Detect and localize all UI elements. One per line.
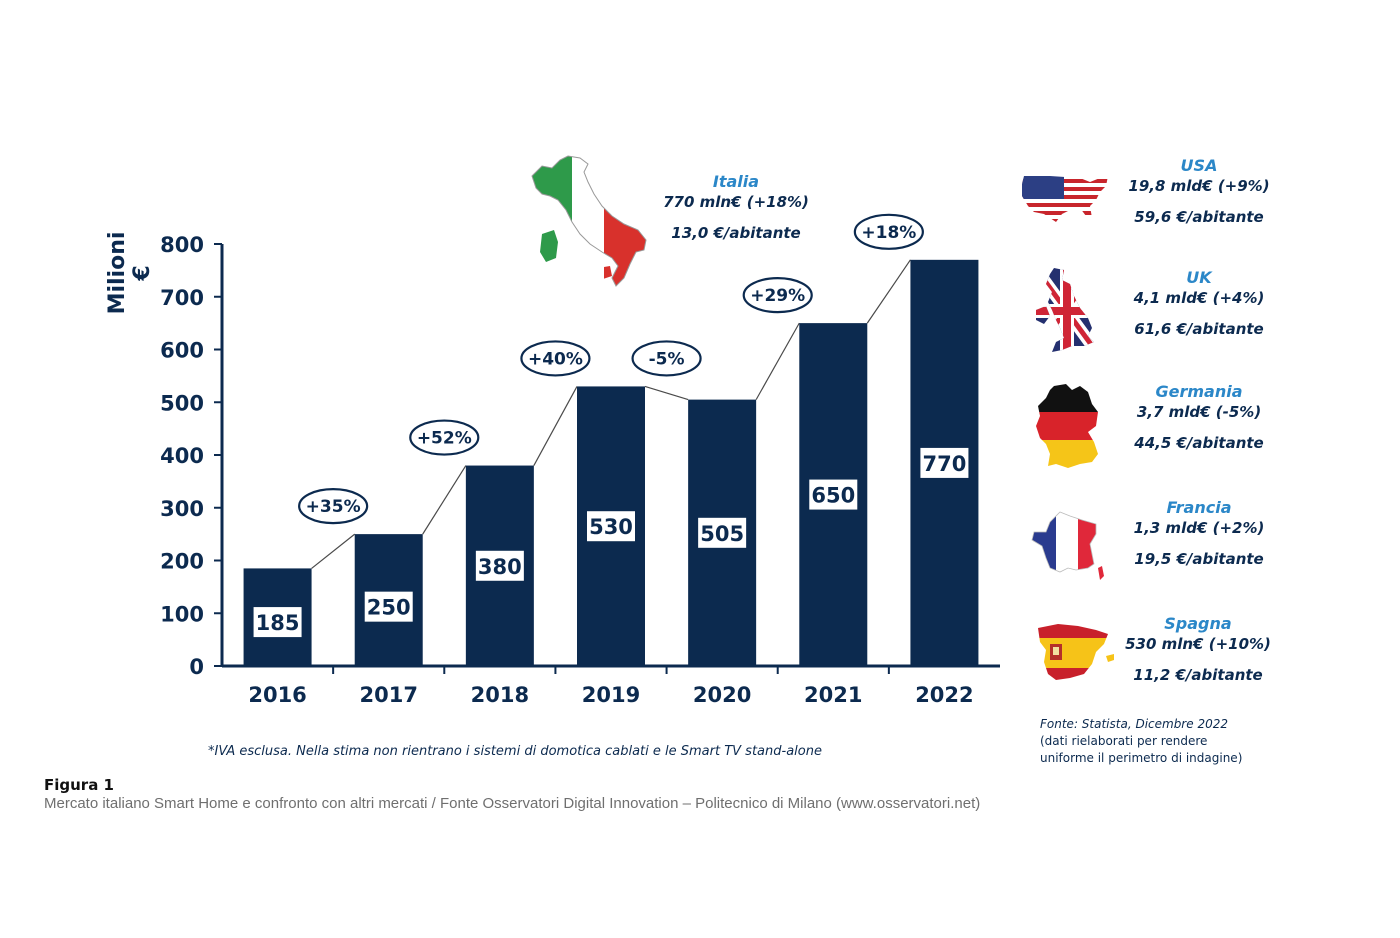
france-flag-map-icon [1031, 511, 1104, 580]
value-label-box [698, 517, 747, 548]
growth-badge [742, 277, 813, 314]
growth-label: +40% [528, 349, 583, 369]
value-label-box [364, 591, 413, 622]
country-info-usa: USA 19,8 mld€ (+9%) 59,6 €/abitante [1118, 156, 1280, 226]
italy-flag-map-icon [531, 155, 647, 287]
growth-connector [533, 386, 578, 466]
growth-connector [644, 385, 689, 401]
value-label: 380 [478, 555, 522, 579]
growth-connector [422, 465, 467, 535]
country-name: Spagna [1164, 614, 1232, 633]
growth-connector [755, 322, 800, 400]
spain-flag-map-icon [1038, 624, 1114, 680]
germany-flag-map-icon [1036, 384, 1098, 468]
value-label-box [809, 479, 858, 510]
x-tick-label: 2018 [471, 683, 529, 707]
x-axis: 2016 2017 2018 2019 2020 2021 2022 [222, 664, 1000, 707]
value-label: 505 [700, 522, 744, 546]
value-label: 770 [923, 452, 967, 476]
growth-connector [311, 533, 356, 569]
y-axis: 0 100 200 300 400 500 600 700 800 [160, 233, 224, 679]
y-tick-label: 600 [160, 339, 204, 363]
value-label-box [920, 447, 969, 478]
country-info-spagna: Spagna 530 mln€ (+10%) 11,2 €/abitante [1112, 614, 1284, 684]
y-tick-label: 200 [160, 550, 204, 574]
x-tick-label: 2016 [248, 683, 306, 707]
country-name: USA [1180, 156, 1218, 175]
source-line: Fonte: Statista, Dicembre 2022 [1040, 717, 1228, 731]
y-axis-title: Milioni € [105, 231, 155, 315]
growth-badge [409, 419, 480, 456]
country-market: 530 mln€ (+10%) [1125, 635, 1271, 653]
growth-connectors [311, 259, 911, 569]
growth-label: +29% [750, 286, 805, 306]
italy-info: Italia 770 mln€ (+18%) 13,0 €/abitante [650, 172, 822, 242]
country-info-uk: UK 4,1 mld€ (+4%) 61,6 €/abitante [1118, 268, 1280, 338]
y-tick-label: 0 [189, 655, 204, 679]
italy-name: Italia [712, 172, 760, 191]
y-tick-label: 300 [160, 497, 204, 521]
value-label-box [587, 511, 635, 542]
value-label: 530 [589, 515, 633, 539]
x-tick-label: 2021 [804, 683, 862, 707]
country-per-capita: 61,6 €/abitante [1134, 320, 1264, 338]
value-label: 250 [367, 596, 411, 620]
source-note: Fonte: Statista, Dicembre 2022 (dati rie… [1040, 716, 1320, 767]
figure-label: Figura 1 [44, 776, 114, 794]
x-tick-label: 2020 [693, 683, 751, 707]
uk-flag-map-icon [1036, 268, 1094, 352]
x-tick-label: 2022 [915, 683, 973, 707]
y-tick-label: 500 [160, 391, 204, 415]
country-info-francia: Francia 1,3 mld€ (+2%) 19,5 €/abitante [1118, 498, 1280, 568]
y-tick-label: 800 [160, 233, 204, 257]
figure-caption: Mercato italiano Smart Home e confronto … [44, 795, 981, 812]
country-per-capita: 11,2 €/abitante [1133, 666, 1263, 684]
country-name: Germania [1155, 382, 1243, 401]
y-tick-label: 400 [160, 444, 204, 468]
growth-label: -5% [649, 349, 685, 369]
usa-flag-map-icon [1022, 176, 1108, 222]
growth-connector [866, 259, 911, 324]
value-label-box [253, 607, 302, 638]
growth-badge [853, 213, 924, 250]
country-market: 1,3 mld€ (+2%) [1133, 519, 1265, 537]
country-market: 3,7 mld€ (-5%) [1136, 403, 1262, 421]
growth-label: +18% [861, 223, 916, 243]
growth-badge [298, 488, 369, 525]
footnote: *IVA esclusa. Nella stima non rientrano … [208, 744, 822, 759]
source-line: uniforme il perimetro di indagine) [1040, 751, 1243, 765]
bars: 185 250 380 530 505 650 770 [243, 259, 979, 666]
italy-per-capita: 13,0 €/abitante [671, 224, 801, 242]
country-per-capita: 19,5 €/abitante [1134, 550, 1264, 568]
value-label-box [475, 550, 524, 581]
growth-labels: +35% +52% +40% -5% +29% +18% [298, 213, 924, 525]
country-name: UK [1186, 268, 1212, 287]
growth-badge [520, 340, 591, 377]
italy-market: 770 mln€ (+18%) [663, 193, 809, 211]
country-market: 4,1 mld€ (+4%) [1133, 289, 1265, 307]
source-line: (dati rielaborati per rendere [1040, 734, 1208, 748]
y-tick-label: 100 [160, 602, 204, 626]
country-market: 19,8 mld€ (+9%) [1128, 177, 1270, 195]
value-label: 185 [256, 611, 300, 635]
x-tick-label: 2017 [359, 683, 417, 707]
country-per-capita: 44,5 €/abitante [1134, 434, 1264, 452]
country-info-germania: Germania 3,7 mld€ (-5%) 44,5 €/abitante [1118, 382, 1280, 452]
growth-label: +35% [306, 497, 361, 517]
country-name: Francia [1166, 498, 1232, 517]
country-per-capita: 59,6 €/abitante [1134, 208, 1264, 226]
value-label: 650 [811, 484, 855, 508]
x-tick-label: 2019 [582, 683, 640, 707]
y-tick-label: 700 [160, 286, 204, 310]
growth-badge [631, 340, 702, 377]
growth-label: +52% [417, 429, 472, 449]
